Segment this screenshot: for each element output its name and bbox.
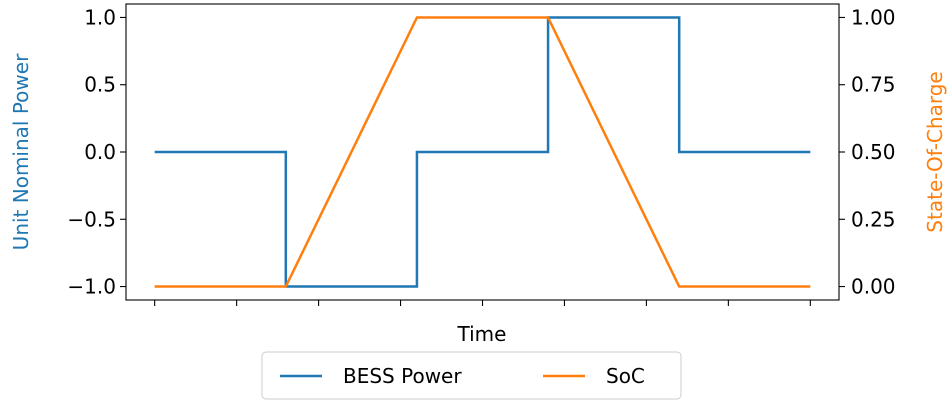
- right-y-axis-label: State-Of-Charge: [923, 71, 947, 232]
- legend-label-bess-power: BESS Power: [343, 364, 462, 388]
- x-axis: [154, 300, 811, 306]
- series-layer: [154, 16, 811, 288]
- right-y-tick-label: 1.00: [851, 5, 896, 29]
- left-y-tick-label: −1.0: [67, 275, 116, 299]
- left-y-tick-label: 0.5: [84, 73, 116, 97]
- legend-label-soc: SoC: [606, 364, 645, 388]
- series-line-bess-power: [154, 16, 811, 288]
- x-axis-label: Time: [457, 322, 507, 346]
- series-line-soc: [154, 16, 811, 288]
- legend-box: [261, 351, 682, 400]
- right-y-tick-label: 0.25: [851, 207, 896, 231]
- right-y-tick-label: 0.50: [851, 140, 896, 164]
- left-y-axis-label: Unit Nominal Power: [9, 53, 33, 250]
- left-y-tick-label: −0.5: [67, 207, 116, 231]
- right-y-tick-label: 0.75: [851, 73, 896, 97]
- left-y-tick-label: 0.0: [84, 140, 116, 164]
- left-y-tick-label: 1.0: [84, 5, 116, 29]
- right-y-tick-label: 0.00: [851, 275, 896, 299]
- legend: BESS Power SoC: [261, 351, 682, 400]
- right-y-axis: 1.00 0.75 0.50 0.25 0.00: [839, 5, 896, 299]
- left-y-axis: 1.0 0.5 0.0 −0.5 −1.0: [67, 5, 126, 299]
